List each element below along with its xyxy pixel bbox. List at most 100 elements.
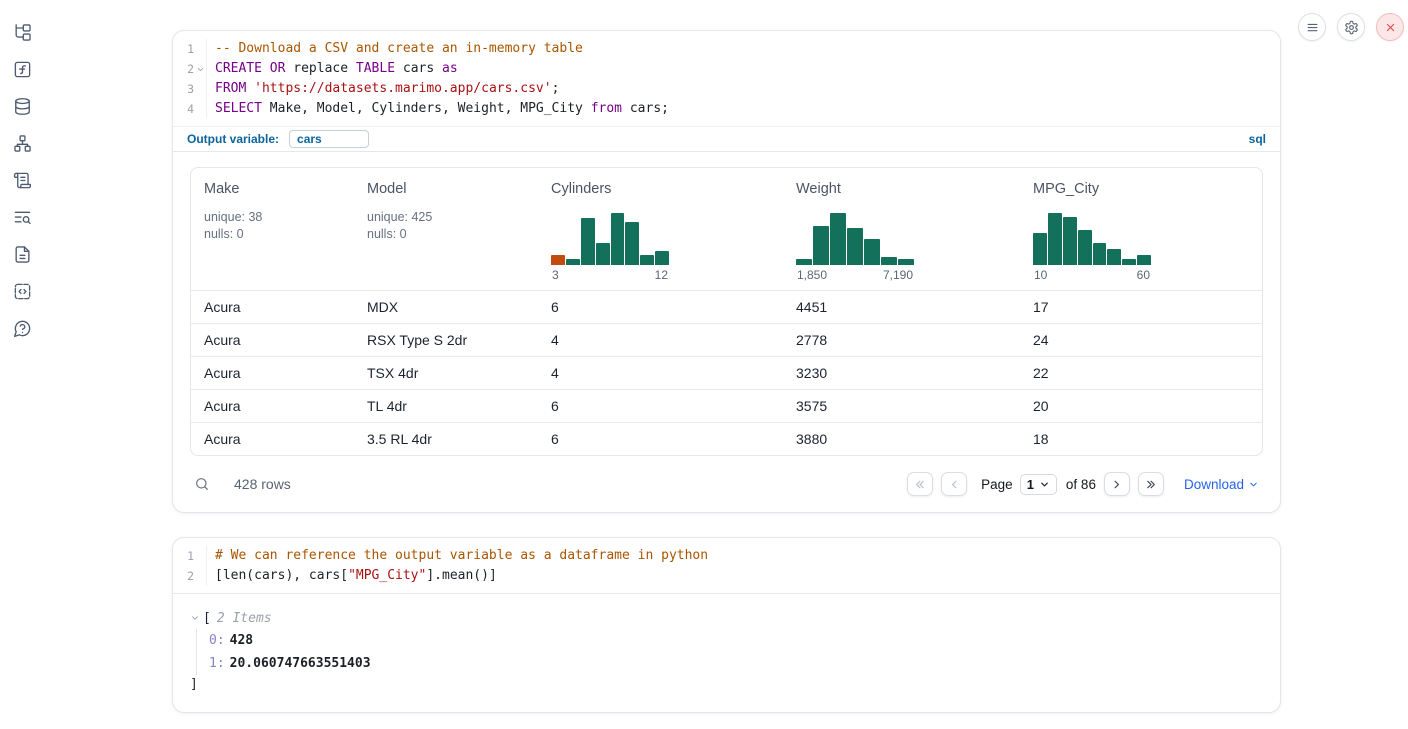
table-cell: 2778	[796, 332, 828, 348]
histogram-bar	[1033, 233, 1047, 265]
histogram-bar	[1092, 243, 1107, 265]
data-table: Make unique: 38 nulls: 0 Model unique: 425 nu…	[190, 167, 1263, 456]
text-search-icon[interactable]	[12, 207, 32, 227]
table-row[interactable]: Acura TL 4dr 6 3575 20	[191, 389, 1262, 422]
tree-entry-index: 0:	[209, 633, 225, 648]
function-square-icon[interactable]	[12, 59, 32, 79]
tree-entry-index: 1:	[209, 656, 225, 671]
sql-output-region: Make unique: 38 nulls: 0 Model unique: 425 nu…	[173, 152, 1280, 503]
close-button[interactable]	[1376, 13, 1404, 41]
dependency-graph-icon[interactable]	[12, 133, 32, 153]
line-number: 4	[187, 102, 194, 116]
table-header: Make unique: 38 nulls: 0 Model unique: 425 nu…	[191, 168, 1262, 290]
table-cell: 3575	[796, 398, 828, 414]
line-number: 2	[187, 569, 194, 583]
tree-entries: 0: 428 1: 20.060747663551403	[196, 629, 1262, 675]
file-text-icon[interactable]	[12, 244, 32, 264]
code-line: 3 FROM 'https://datasets.marimo.app/cars.…	[173, 79, 1280, 99]
table-row[interactable]: Acura TSX 4dr 4 3230 22	[191, 356, 1262, 389]
chevron-down-icon	[1250, 482, 1257, 486]
code-text: SELECT Make, Model, Cylinders, Weight, M…	[215, 101, 669, 116]
code-line: 2 [len(cars), cars["MPG_City"].mean()]	[173, 566, 1280, 586]
column-histogram[interactable]: 10 60	[1033, 213, 1151, 282]
histogram-bar	[847, 228, 863, 265]
column-header-make[interactable]: Make unique: 38 nulls: 0	[191, 168, 354, 290]
histogram-axis-labels: 1,850 7,190	[797, 268, 913, 282]
fold-spacer	[194, 79, 206, 99]
page-select[interactable]: 1	[1019, 473, 1057, 495]
table-footer: 428 rows Page 1 of 86 Down	[190, 465, 1263, 503]
histogram-bar	[565, 259, 580, 265]
column-name: MPG_City	[1033, 181, 1100, 197]
table-cell: 24	[1033, 332, 1049, 348]
page-select-value: 1	[1026, 476, 1034, 492]
database-icon[interactable]	[12, 96, 32, 116]
help-bubble-icon[interactable]	[12, 318, 32, 338]
histogram-bar	[595, 243, 610, 265]
table-cell: Acura	[204, 365, 241, 381]
fold-spacer	[194, 99, 206, 119]
column-header-model[interactable]: Model unique: 425 nulls: 0	[354, 168, 538, 290]
column-header-mpg_city[interactable]: MPG_City 10 60	[1020, 168, 1262, 290]
code-line: 1 -- Download a CSV and create an in-memo…	[173, 39, 1280, 59]
table-cell: 3230	[796, 365, 828, 381]
histogram-bar	[640, 255, 655, 265]
column-header-cylinders[interactable]: Cylinders 3 12	[538, 168, 783, 290]
output-variable-input[interactable]	[289, 130, 370, 148]
gutter-divider	[206, 79, 207, 99]
histogram-axis-labels: 3 12	[552, 268, 668, 282]
histogram-bar	[1122, 259, 1137, 265]
first-page-button[interactable]	[907, 472, 934, 496]
histogram-bar	[1107, 249, 1122, 265]
sql-cell: 1 -- Download a CSV and create an in-memo…	[172, 30, 1281, 513]
output-variable-bar: Output variable: sql	[173, 126, 1280, 152]
column-name: Model	[367, 181, 407, 197]
histogram-bar	[864, 239, 880, 265]
window-controls	[1298, 13, 1404, 41]
code-line: 1 # We can reference the output variable …	[173, 546, 1280, 566]
python-cell: 1 # We can reference the output variable …	[172, 537, 1281, 713]
table-row[interactable]: Acura RSX Type S 2dr 4 2778 24	[191, 323, 1262, 356]
table-row[interactable]: Acura 3.5 RL 4dr 6 3880 18	[191, 422, 1262, 455]
prev-page-button[interactable]	[941, 472, 968, 496]
table-cell: 3880	[796, 431, 828, 447]
code-text: # We can reference the output variable a…	[215, 548, 709, 563]
sql-code-editor[interactable]: 1 -- Download a CSV and create an in-memo…	[173, 31, 1280, 126]
last-page-button[interactable]	[1137, 472, 1164, 496]
table-cell: Acura	[204, 398, 241, 414]
table-row[interactable]: Acura MDX 6 4451 17	[191, 290, 1262, 323]
menu-button[interactable]	[1298, 13, 1326, 41]
table-cell: 18	[1033, 431, 1049, 447]
table-cell: 6	[551, 398, 559, 414]
search-icon[interactable]	[194, 476, 210, 492]
fold-spacer	[194, 566, 206, 586]
gear-button[interactable]	[1337, 13, 1365, 41]
gutter-divider	[206, 566, 207, 586]
tree-expander-icon[interactable]	[190, 613, 200, 623]
gutter-divider	[206, 39, 207, 59]
scroll-icon[interactable]	[12, 170, 32, 190]
table-cell: 3.5 RL 4dr	[367, 431, 432, 447]
table-cell: Acura	[204, 431, 241, 447]
download-button[interactable]: Download	[1184, 477, 1259, 492]
python-code-editor[interactable]: 1 # We can reference the output variable …	[173, 538, 1280, 594]
fold-chevron-icon[interactable]	[194, 59, 206, 79]
code-text: -- Download a CSV and create an in-memor…	[215, 41, 583, 56]
column-header-weight[interactable]: Weight 1,850 7,190	[783, 168, 1020, 290]
histogram-bar	[1062, 217, 1077, 265]
histogram-bar	[551, 255, 565, 265]
fold-spacer	[194, 39, 206, 59]
chevron-down-icon	[1041, 482, 1048, 486]
column-histogram[interactable]: 3 12	[551, 213, 669, 282]
code-text: FROM 'https://datasets.marimo.app/cars.c…	[215, 81, 560, 96]
code-text: CREATE OR replace TABLE cars as	[215, 61, 458, 76]
histogram-bar	[610, 213, 625, 265]
column-histogram[interactable]: 1,850 7,190	[796, 213, 914, 282]
histogram-bar	[813, 226, 829, 265]
tree-entry: 1: 20.060747663551403	[209, 652, 1262, 675]
code-line: 2 CREATE OR replace TABLE cars as	[173, 59, 1280, 79]
code-snippet-icon[interactable]	[12, 281, 32, 301]
gutter-divider	[206, 59, 207, 79]
next-page-button[interactable]	[1103, 472, 1130, 496]
file-tree-icon[interactable]	[12, 22, 32, 42]
